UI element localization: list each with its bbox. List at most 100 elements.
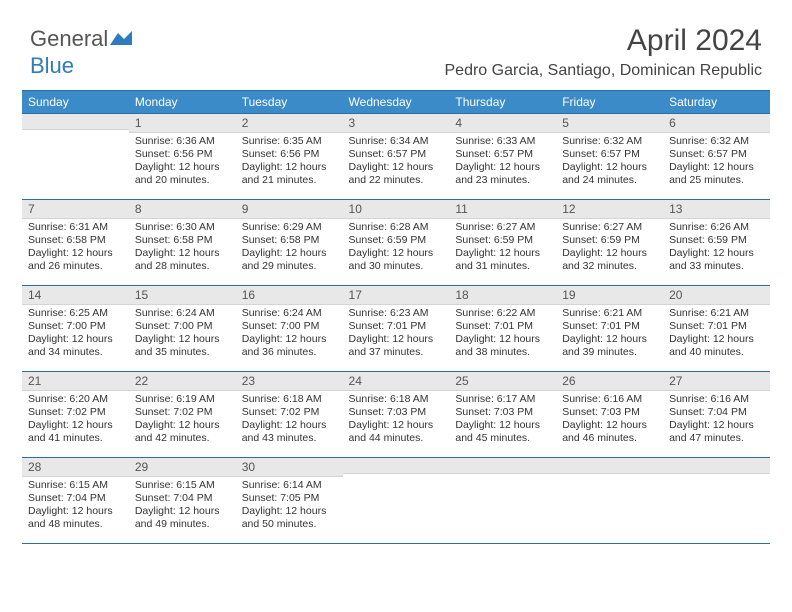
day-line: Sunset: 7:00 PM xyxy=(28,320,123,333)
day-line: Sunrise: 6:18 AM xyxy=(349,393,444,406)
day-line: Sunset: 6:59 PM xyxy=(349,234,444,247)
day-body: Sunrise: 6:22 AMSunset: 7:01 PMDaylight:… xyxy=(449,305,556,364)
day-number: 4 xyxy=(449,114,556,133)
day-body xyxy=(556,474,663,480)
day-body xyxy=(449,474,556,480)
day-body xyxy=(22,130,129,136)
day-line: Sunset: 7:01 PM xyxy=(669,320,764,333)
weekday-header-row: Sunday Monday Tuesday Wednesday Thursday… xyxy=(22,91,770,114)
day-number: 25 xyxy=(449,372,556,391)
day-line: Daylight: 12 hours and 29 minutes. xyxy=(242,247,337,273)
day-line: Sunset: 7:02 PM xyxy=(135,406,230,419)
day-line: Daylight: 12 hours and 34 minutes. xyxy=(28,333,123,359)
calendar-day-cell: 1Sunrise: 6:36 AMSunset: 6:56 PMDaylight… xyxy=(129,114,236,200)
calendar-day-cell xyxy=(556,458,663,544)
day-body: Sunrise: 6:32 AMSunset: 6:57 PMDaylight:… xyxy=(556,133,663,192)
day-body: Sunrise: 6:33 AMSunset: 6:57 PMDaylight:… xyxy=(449,133,556,192)
calendar-day-cell xyxy=(343,458,450,544)
calendar-day-cell: 4Sunrise: 6:33 AMSunset: 6:57 PMDaylight… xyxy=(449,114,556,200)
day-line: Sunrise: 6:15 AM xyxy=(135,479,230,492)
calendar-day-cell: 6Sunrise: 6:32 AMSunset: 6:57 PMDaylight… xyxy=(663,114,770,200)
day-line: Sunrise: 6:20 AM xyxy=(28,393,123,406)
day-number: 26 xyxy=(556,372,663,391)
weekday-tue: Tuesday xyxy=(236,91,343,114)
calendar-day-cell xyxy=(22,114,129,200)
day-line: Sunset: 7:04 PM xyxy=(669,406,764,419)
day-body: Sunrise: 6:16 AMSunset: 7:04 PMDaylight:… xyxy=(663,391,770,450)
calendar-week-row: 21 Sunrise: 6:20 AM Sunset: 7:02 PM Dayligh… xyxy=(22,372,770,458)
day-number: 12 xyxy=(556,200,663,219)
day-body: Sunrise: 6:25 AMSunset: 7:00 PMDaylight:… xyxy=(22,305,129,364)
day-body: Sunrise: 6:35 AMSunset: 6:56 PMDaylight:… xyxy=(236,133,343,192)
day-line: Daylight: 12 hours and 43 minutes. xyxy=(242,419,337,445)
day-line: Sunrise: 6:22 AM xyxy=(455,307,550,320)
day-line: Daylight: 12 hours and 40 minutes. xyxy=(669,333,764,359)
calendar-day-cell: 30Sunrise: 6:14 AMSunset: 7:05 PMDayligh… xyxy=(236,458,343,544)
calendar-day-cell: 19Sunrise: 6:21 AMSunset: 7:01 PMDayligh… xyxy=(556,286,663,372)
day-line: Sunset: 6:58 PM xyxy=(242,234,337,247)
day-number: 18 xyxy=(449,286,556,305)
calendar-day-cell xyxy=(663,458,770,544)
day-line: Sunrise: 6:32 AM xyxy=(669,135,764,148)
day-line: Daylight: 12 hours and 33 minutes. xyxy=(669,247,764,273)
day-line: Daylight: 12 hours and 22 minutes. xyxy=(349,161,444,187)
day-line: Sunset: 7:03 PM xyxy=(455,406,550,419)
calendar-day-cell: 13Sunrise: 6:26 AMSunset: 6:59 PMDayligh… xyxy=(663,200,770,286)
day-line: Daylight: 12 hours and 38 minutes. xyxy=(455,333,550,359)
day-line: Daylight: 12 hours and 28 minutes. xyxy=(135,247,230,273)
day-line: Daylight: 12 hours and 50 minutes. xyxy=(242,505,337,531)
calendar-day-cell: 16Sunrise: 6:24 AMSunset: 7:00 PMDayligh… xyxy=(236,286,343,372)
day-line: Sunrise: 6:27 AM xyxy=(562,221,657,234)
day-line: Daylight: 12 hours and 39 minutes. xyxy=(562,333,657,359)
day-line: Sunrise: 6:35 AM xyxy=(242,135,337,148)
day-number xyxy=(22,114,129,130)
day-number: 21 xyxy=(22,372,129,391)
calendar-day-cell: 7Sunrise: 6:31 AMSunset: 6:58 PMDaylight… xyxy=(22,200,129,286)
logo: General Blue xyxy=(30,26,132,79)
day-body: Sunrise: 6:15 AMSunset: 7:04 PMDaylight:… xyxy=(129,477,236,536)
day-line: Sunrise: 6:27 AM xyxy=(455,221,550,234)
weekday-mon: Monday xyxy=(129,91,236,114)
logo-text-1: General xyxy=(30,26,108,51)
day-line: Daylight: 12 hours and 26 minutes. xyxy=(28,247,123,273)
day-number: 2 xyxy=(236,114,343,133)
day-body: Sunrise: 6:27 AMSunset: 6:59 PMDaylight:… xyxy=(449,219,556,278)
calendar-day-cell: 28Sunrise: 6:15 AMSunset: 7:04 PMDayligh… xyxy=(22,458,129,544)
calendar-day-cell: 23Sunrise: 6:18 AMSunset: 7:02 PMDayligh… xyxy=(236,372,343,458)
day-line: Sunrise: 6:24 AM xyxy=(242,307,337,320)
day-line: Sunset: 6:58 PM xyxy=(28,234,123,247)
calendar-day-cell: 29Sunrise: 6:15 AMSunset: 7:04 PMDayligh… xyxy=(129,458,236,544)
day-number: 23 xyxy=(236,372,343,391)
day-line: Daylight: 12 hours and 41 minutes. xyxy=(28,419,123,445)
day-body: Sunrise: 6:30 AMSunset: 6:58 PMDaylight:… xyxy=(129,219,236,278)
calendar-day-cell: 26Sunrise: 6:16 AMSunset: 7:03 PMDayligh… xyxy=(556,372,663,458)
calendar-week-row: 28Sunrise: 6:15 AMSunset: 7:04 PMDayligh… xyxy=(22,458,770,544)
day-number: 28 xyxy=(22,458,129,477)
day-line: Sunset: 7:03 PM xyxy=(562,406,657,419)
day-body: Sunrise: 6:18 AMSunset: 7:02 PMDaylight:… xyxy=(236,391,343,450)
day-line: Daylight: 12 hours and 25 minutes. xyxy=(669,161,764,187)
day-line: Daylight: 12 hours and 24 minutes. xyxy=(562,161,657,187)
day-line: Sunset: 6:59 PM xyxy=(455,234,550,247)
day-number xyxy=(449,458,556,474)
calendar-day-cell: 21Sunrise: 6:20 AMSunset: 7:02 PMDayligh… xyxy=(22,372,129,458)
day-line: Daylight: 12 hours and 36 minutes. xyxy=(242,333,337,359)
day-body: Sunrise: 6:26 AMSunset: 6:59 PMDaylight:… xyxy=(663,219,770,278)
day-body xyxy=(663,474,770,480)
day-line: Sunrise: 6:21 AM xyxy=(669,307,764,320)
day-number: 30 xyxy=(236,458,343,477)
day-line: Sunrise: 6:19 AM xyxy=(135,393,230,406)
logo-text-2: Blue xyxy=(30,53,74,78)
day-number: 27 xyxy=(663,372,770,391)
day-line: Sunset: 7:01 PM xyxy=(562,320,657,333)
day-number: 29 xyxy=(129,458,236,477)
day-number xyxy=(663,458,770,474)
day-body: Sunrise: 6:31 AMSunset: 6:58 PMDaylight:… xyxy=(22,219,129,278)
calendar-day-cell: 3Sunrise: 6:34 AMSunset: 6:57 PMDaylight… xyxy=(343,114,450,200)
day-line: Daylight: 12 hours and 35 minutes. xyxy=(135,333,230,359)
day-line: Daylight: 12 hours and 44 minutes. xyxy=(349,419,444,445)
day-body: Sunrise: 6:23 AMSunset: 7:01 PMDaylight:… xyxy=(343,305,450,364)
day-line: Daylight: 12 hours and 23 minutes. xyxy=(455,161,550,187)
weekday-wed: Wednesday xyxy=(343,91,450,114)
page-title: April 2024 xyxy=(627,24,762,58)
